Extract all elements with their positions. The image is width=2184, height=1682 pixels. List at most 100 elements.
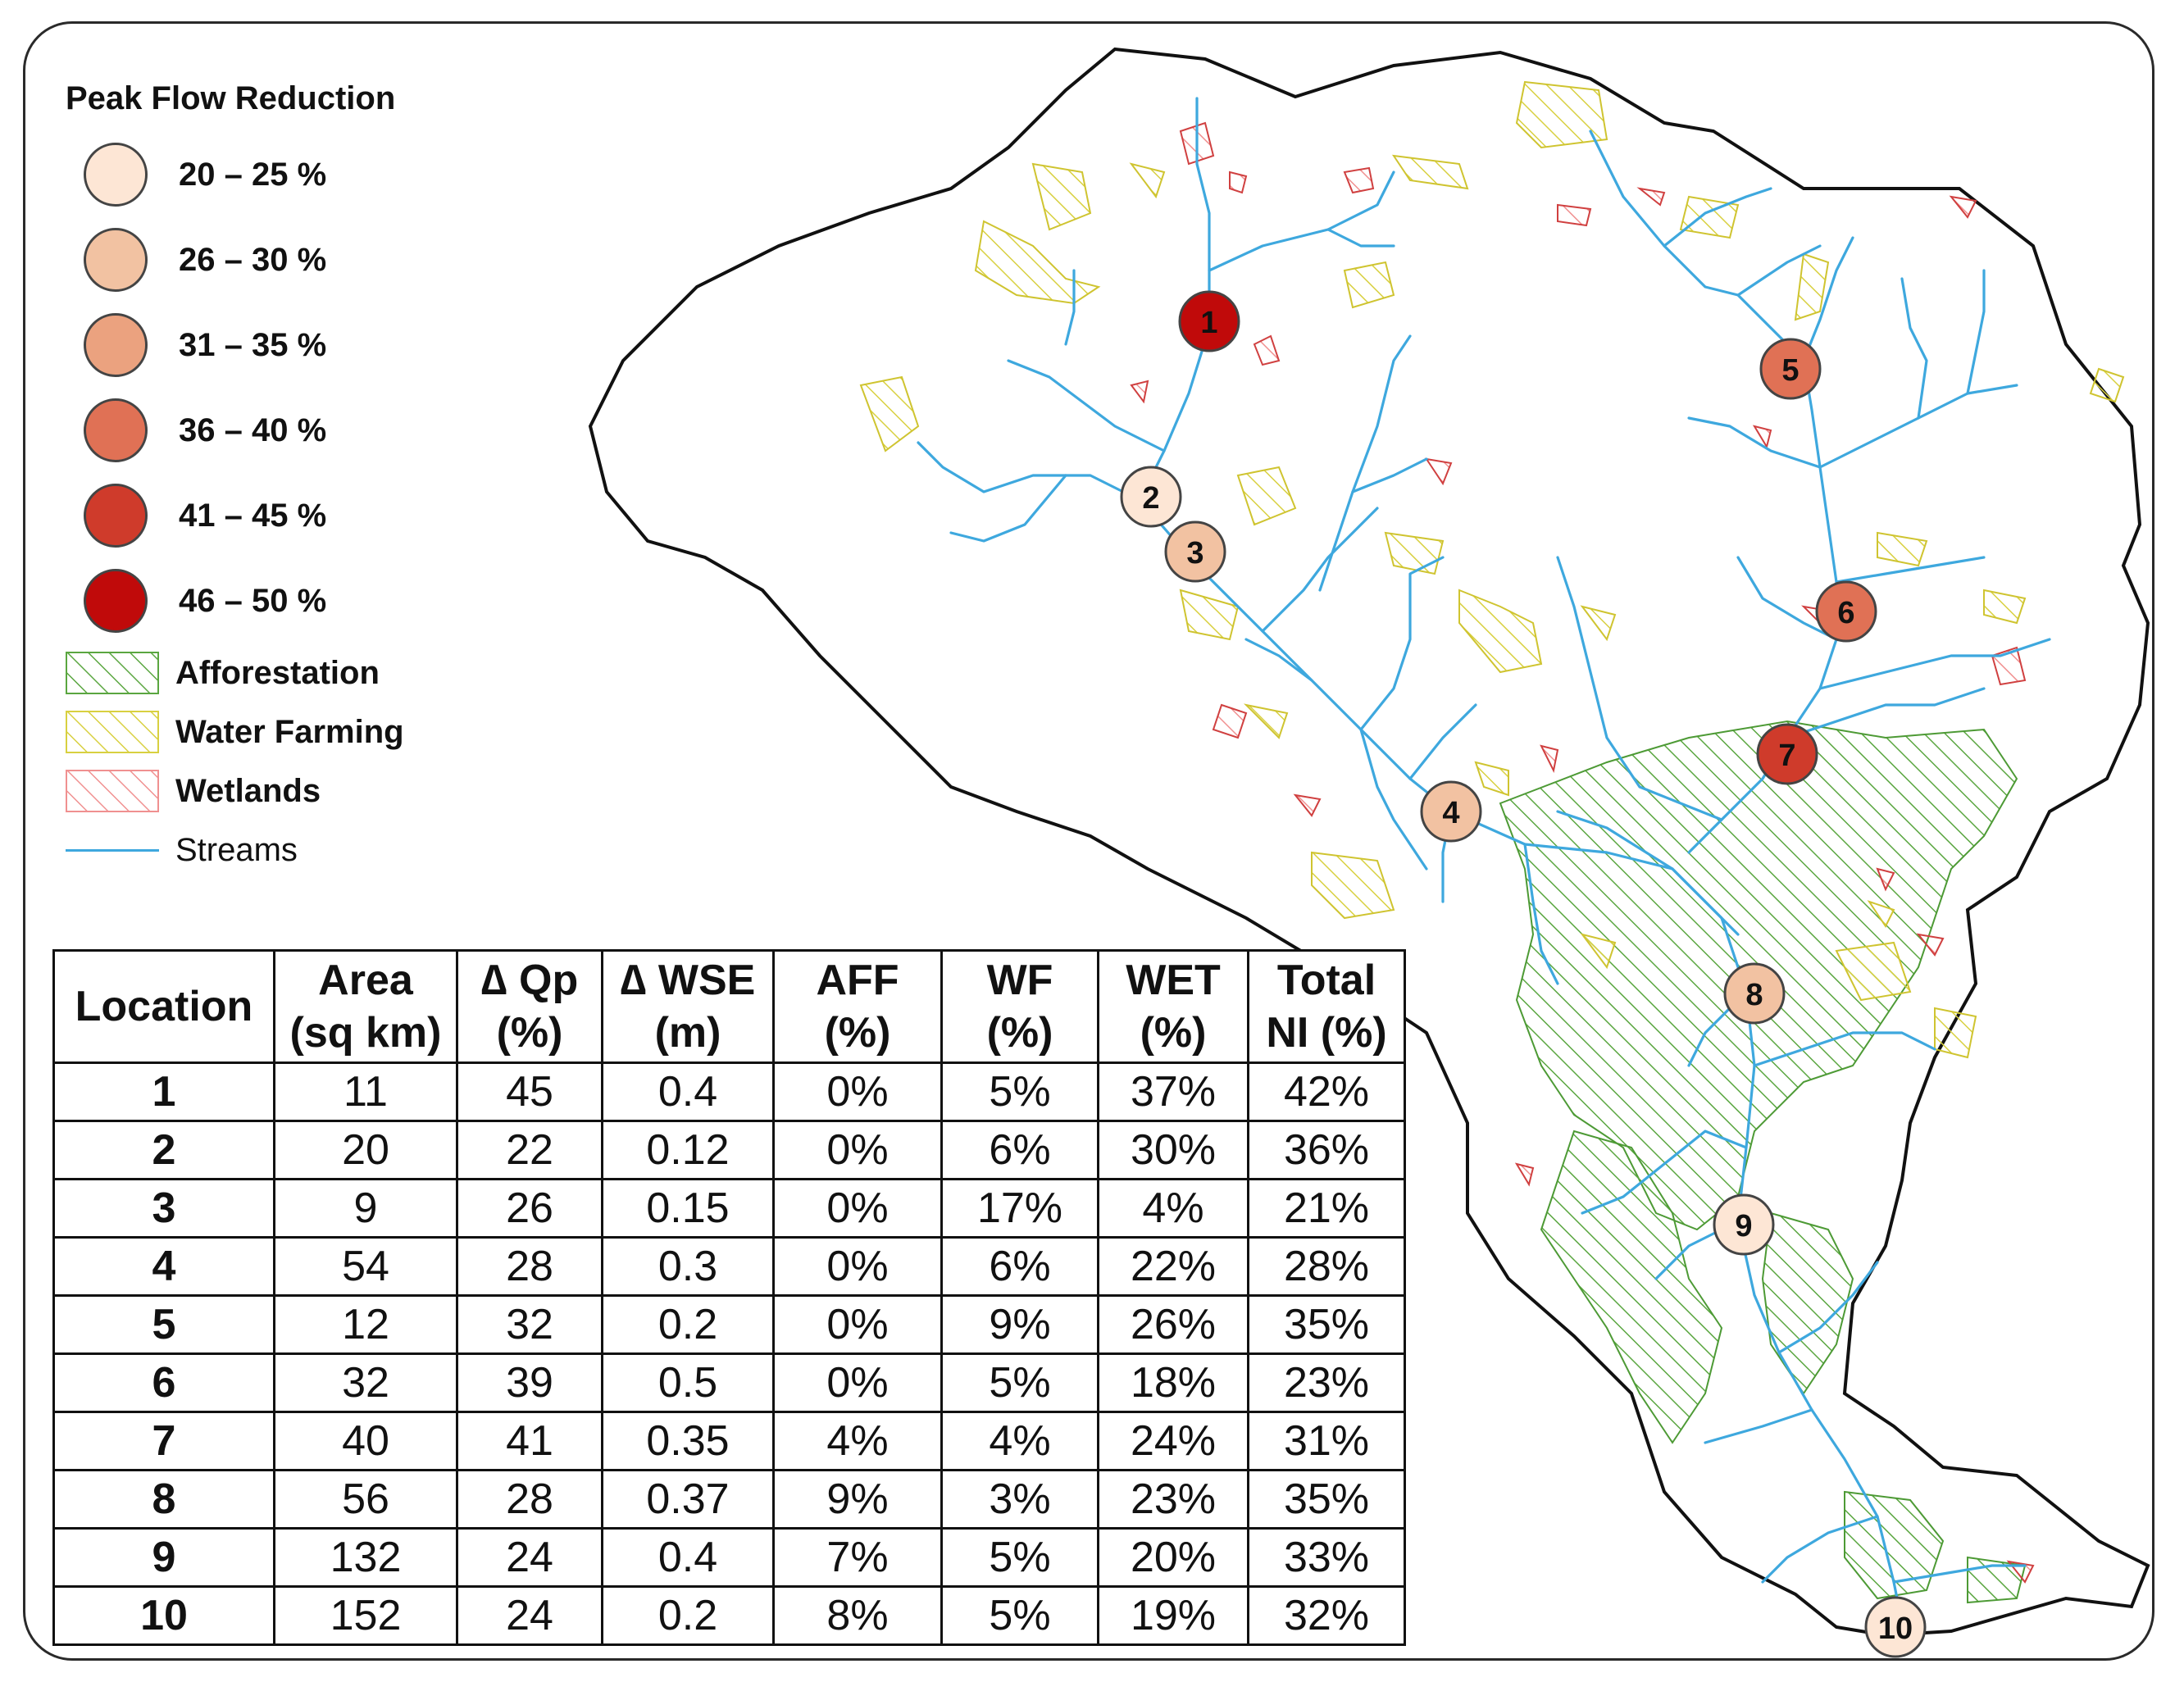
location-marker-circle [1420,780,1482,843]
location-marker[interactable]: 7 [1756,723,1818,785]
table-cell: 19% [1097,1585,1249,1646]
location-marker-circle [1756,723,1818,785]
table-cell: 26% [1097,1294,1249,1355]
location-marker-label: 9 [1735,1209,1752,1243]
table-cell: 32 [273,1352,458,1413]
table-cell: 33% [1247,1527,1406,1588]
table-cell: 9% [940,1294,1099,1355]
col-header-dwse: ∆ WSE (m) [601,949,775,1064]
table-cell: 2 [52,1120,275,1180]
table-cell: 7 [52,1411,275,1471]
table-cell: 5% [940,1352,1099,1413]
table-cell: 5% [940,1061,1099,1122]
col-header-area: Area (sq km) [273,949,458,1064]
table-cell: 0.4 [601,1527,775,1588]
table-cell: 9 [273,1178,458,1239]
location-marker-circle [1723,962,1786,1025]
table-cell: 35% [1247,1294,1406,1355]
table-cell: 4% [1097,1178,1249,1239]
location-marker-label: 7 [1778,739,1795,773]
table-cell: 28 [456,1236,603,1297]
table-cell: 0% [772,1061,943,1122]
table-row: 9 132 24 0.4 7% 5% 20% 33% [52,1527,1406,1588]
location-marker[interactable]: 1 [1178,290,1240,352]
table-cell: 31% [1247,1411,1406,1471]
table-cell: 24% [1097,1411,1249,1471]
table-cell: 42% [1247,1061,1406,1122]
location-marker-circle [1164,521,1226,583]
table-cell: 0% [772,1236,943,1297]
table-cell: 5 [52,1294,275,1355]
legend-class-circle-icon [84,484,148,548]
table-cell: 6% [940,1236,1099,1297]
location-marker[interactable]: 8 [1723,962,1786,1025]
table-row: 6 32 39 0.5 0% 5% 18% 23% [52,1352,1406,1413]
table-cell: 5% [940,1585,1099,1646]
table-cell: 0.2 [601,1294,775,1355]
water-farming-areas [859,80,2125,1059]
table-cell: 20% [1097,1527,1249,1588]
legend-water-farming: Water Farming [66,702,525,761]
legend-class-item: 41 – 45 % [66,473,525,558]
legend-wetlands: Wetlands [66,761,525,821]
location-marker[interactable]: 6 [1815,580,1877,643]
table-cell: 23% [1247,1352,1406,1413]
table-cell: 30% [1097,1120,1249,1180]
legend-class-circle-icon [84,143,148,207]
location-marker-circle [1864,1596,1927,1658]
location-marker-label: 4 [1442,796,1459,830]
legend-class-circle-icon [84,228,148,292]
legend-classes: 20 – 25 % 26 – 30 % 31 – 35 % 36 – 40 % … [66,132,525,643]
table-cell: 54 [273,1236,458,1297]
location-marker-label: 2 [1142,481,1159,516]
table-cell: 4 [52,1236,275,1297]
location-marker[interactable]: 4 [1420,780,1482,843]
table-cell: 39 [456,1352,603,1413]
table-cell: 10 [52,1585,275,1646]
table-cell: 6% [940,1120,1099,1180]
table-cell: 32% [1247,1585,1406,1646]
legend-afforestation: Afforestation [66,643,525,702]
map-legend: Peak Flow Reduction 20 – 25 % 26 – 30 % … [66,80,525,880]
table-cell: 0.4 [601,1061,775,1122]
table-cell: 7% [772,1527,943,1588]
legend-class-item: 20 – 25 % [66,132,525,217]
table-cell: 0.37 [601,1469,775,1530]
table-cell: 26 [456,1178,603,1239]
table-cell: 4% [772,1411,943,1471]
legend-class-item: 46 – 50 % [66,558,525,643]
table-cell: 35% [1247,1469,1406,1530]
location-marker[interactable]: 9 [1713,1193,1775,1256]
legend-class-circle-icon [84,569,148,633]
table-cell: 152 [273,1585,458,1646]
table-cell: 3 [52,1178,275,1239]
location-marker[interactable]: 2 [1120,466,1182,528]
table-cell: 36% [1247,1120,1406,1180]
table-row: 2 20 22 0.12 0% 6% 30% 36% [52,1120,1406,1180]
table-cell: 0.15 [601,1178,775,1239]
table-cell: 3% [940,1469,1099,1530]
table-row: 3 9 26 0.15 0% 17% 4% 21% [52,1178,1406,1239]
location-marker[interactable]: 10 [1864,1596,1927,1658]
table-cell: 56 [273,1469,458,1530]
location-marker-circle [1815,580,1877,643]
water-farming-swatch-icon [66,711,159,753]
table-row: 7 40 41 0.35 4% 4% 24% 31% [52,1411,1406,1471]
table-cell: 132 [273,1527,458,1588]
col-header-wf: WF (%) [940,949,1099,1064]
table-cell: 0% [772,1178,943,1239]
afforestation-swatch-icon [66,652,159,694]
location-marker[interactable]: 3 [1164,521,1226,583]
table-cell: 28 [456,1469,603,1530]
table-cell: 0.3 [601,1236,775,1297]
table-cell: 20 [273,1120,458,1180]
table-row: 1 11 45 0.4 0% 5% 37% 42% [52,1061,1406,1122]
table-cell: 0% [772,1120,943,1180]
table-cell: 6 [52,1352,275,1413]
location-marker[interactable]: 5 [1759,338,1822,400]
location-marker-circle [1713,1193,1775,1256]
legend-wetlands-label: Wetlands [175,772,321,809]
location-marker-label: 8 [1745,978,1763,1012]
legend-streams: Streams [66,821,525,880]
table-cell: 23% [1097,1469,1249,1530]
